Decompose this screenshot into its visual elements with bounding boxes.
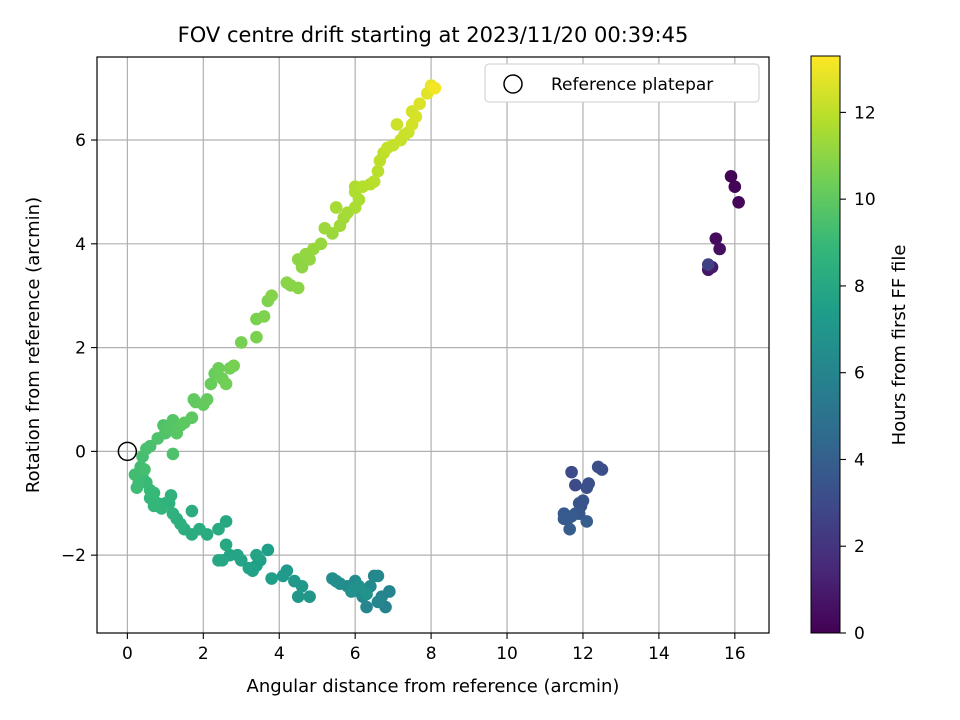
scatter-point: [166, 447, 180, 461]
colorbar-tick-label: 10: [854, 190, 876, 210]
y-tick-label: 4: [75, 235, 86, 255]
scatter-point: [227, 359, 240, 373]
scatter-point: [326, 572, 339, 585]
scatter-point: [595, 463, 609, 476]
scatter-point: [250, 330, 263, 344]
scatter-point: [219, 515, 233, 528]
scatter-point: [219, 377, 233, 391]
reference-platepar-marker: [117, 441, 138, 462]
x-tick-label: 6: [350, 644, 361, 664]
x-axis-ticks: 0 2 4 6 8 10 12 14 16: [122, 633, 746, 664]
scatter-point: [276, 569, 290, 583]
colorbar-tick-label: 4: [854, 450, 865, 470]
scatter-point: [428, 81, 442, 95]
scatter-point: [329, 201, 343, 214]
scatter-point: [187, 393, 201, 406]
scatter-point: [563, 522, 576, 536]
scatter-point: [204, 377, 218, 391]
scatter-point: [724, 170, 738, 183]
scatter-point: [390, 118, 404, 131]
scatter-point: [280, 276, 294, 290]
colorbar-ticks: 0 2 4 6 8 10 12: [840, 103, 876, 644]
scatter-point: [288, 574, 301, 588]
x-tick-label: 12: [572, 644, 594, 664]
scatter-point: [295, 260, 309, 274]
y-tick-label: 6: [75, 131, 86, 151]
scatter-point: [185, 504, 199, 518]
legend-label: Reference platepar: [551, 75, 713, 95]
scatter-point: [303, 590, 316, 603]
scatter-point: [212, 362, 225, 375]
x-tick-label: 8: [426, 644, 437, 664]
scatter-point: [565, 465, 578, 479]
grid-lines: [97, 57, 769, 633]
colorbar: [810, 55, 841, 634]
scatter-point: [250, 548, 263, 562]
scatter-point: [242, 561, 256, 575]
x-tick-label: 2: [198, 644, 209, 664]
scatter-point: [143, 439, 157, 453]
y-axis-ticks: −2 0 2 4 6: [61, 131, 97, 566]
y-tick-label: −2: [61, 546, 86, 566]
scatter-point: [352, 579, 366, 593]
scatter-point: [326, 227, 339, 240]
scatter-point: [234, 336, 248, 349]
scatter-point: [569, 478, 582, 492]
scatter-point: [138, 463, 151, 476]
scatter-point: [367, 175, 381, 188]
scatter-point: [371, 569, 385, 583]
scatter-point: [565, 509, 578, 523]
scatter-point: [265, 289, 278, 303]
x-tick-label: 0: [122, 644, 133, 664]
scatter-point: [166, 507, 180, 520]
scatter-point: [291, 590, 305, 603]
legend-box: [484, 63, 760, 103]
y-tick-label: 2: [75, 339, 86, 359]
plot-frame: [96, 56, 770, 634]
scatter-point: [582, 477, 595, 490]
scatter-point: [409, 110, 423, 123]
legend-marker-icon: [503, 74, 523, 94]
scatter-point: [701, 258, 715, 271]
scatter-point: [219, 538, 233, 552]
scatter-point: [371, 164, 385, 178]
scatter-point: [314, 237, 328, 251]
scatter-point: [360, 600, 373, 614]
scatter-point: [212, 522, 225, 536]
scatter-point: [713, 242, 726, 256]
colorbar-tick-label: 2: [854, 537, 865, 557]
scatter-point: [371, 595, 385, 609]
colorbar-tick-label: 8: [854, 277, 865, 297]
x-tick-label: 14: [648, 644, 670, 664]
scatter-point: [291, 281, 305, 295]
colorbar-tick-label: 12: [854, 103, 876, 123]
scatter-point: [728, 180, 742, 194]
scatter-point: [257, 310, 271, 323]
scatter-point: [130, 481, 144, 495]
y-tick-label: 0: [75, 442, 86, 462]
colorbar-tick-label: 0: [854, 624, 865, 644]
scatter-point: [360, 587, 373, 601]
colorbar-label: Hours from first FF file: [889, 245, 910, 446]
y-axis-label: Rotation from reference (arcmin): [23, 197, 44, 493]
scatter-point: [200, 393, 214, 406]
legend: Reference platepar: [484, 63, 760, 103]
chart-title: FOV centre drift starting at 2023/11/20 …: [178, 23, 689, 47]
x-tick-label: 4: [274, 644, 285, 664]
scatter-point: [413, 97, 427, 111]
scatter-point: [580, 515, 594, 528]
data-points: [128, 79, 745, 614]
colorbar-tick-label: 6: [854, 364, 865, 384]
scatter-point: [732, 195, 745, 209]
x-axis-label: Angular distance from reference (arcmin): [247, 676, 620, 697]
scatter-point: [265, 572, 278, 585]
scatter-point: [261, 543, 275, 557]
scatter-point: [185, 411, 199, 424]
x-tick-label: 16: [724, 644, 746, 664]
scatter-point: [147, 486, 161, 500]
scatter-point: [709, 232, 723, 245]
x-tick-label: 10: [496, 644, 518, 664]
scatter-point: [212, 554, 225, 567]
